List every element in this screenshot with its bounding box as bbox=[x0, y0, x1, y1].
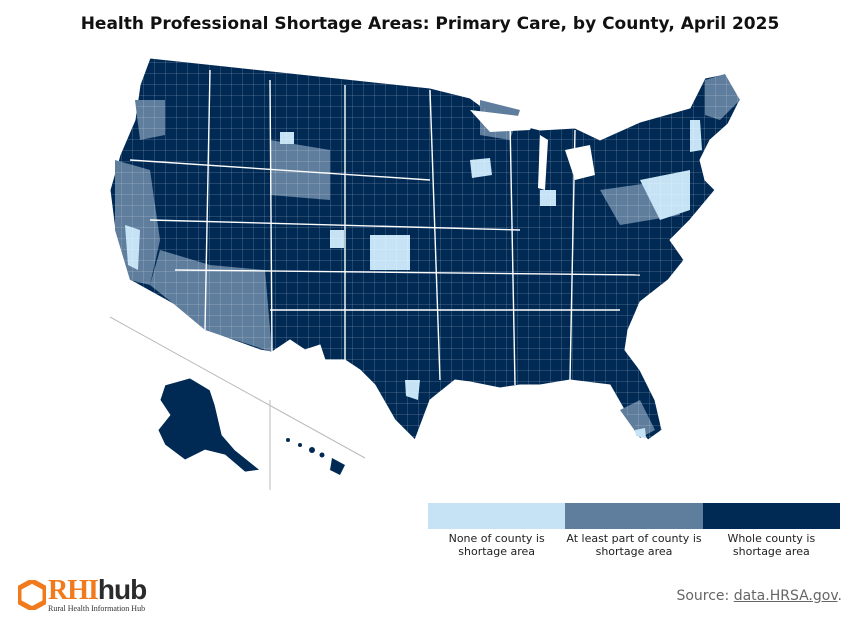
map-title: Health Professional Shortage Areas: Prim… bbox=[80, 14, 780, 34]
rhihub-hexagon-icon bbox=[18, 580, 46, 610]
source-link[interactable]: data.HRSA.gov bbox=[733, 588, 838, 604]
inset-divider-diagonal bbox=[109, 316, 366, 459]
logo-wordmark: RHIhub bbox=[48, 574, 147, 606]
legend-labels: None of county is shortage area At least… bbox=[428, 532, 840, 558]
hawaii-inset bbox=[286, 438, 345, 475]
legend-label-partial: At least part of county is shortage area bbox=[566, 532, 702, 558]
legend-label-none: None of county is shortage area bbox=[448, 532, 545, 558]
legend-swatch-none bbox=[428, 503, 566, 529]
legend-swatch-whole bbox=[702, 503, 840, 529]
us-county-map bbox=[109, 57, 741, 490]
source-note: Source: data.HRSA.gov. bbox=[676, 588, 842, 604]
rhihub-logo[interactable]: RHIhub Rural Health Information Hub bbox=[18, 574, 218, 616]
legend: None of county is shortage area At least… bbox=[428, 503, 840, 558]
legend-swatch-partial bbox=[565, 503, 703, 529]
legend-color-bar bbox=[428, 503, 840, 529]
alaska-inset bbox=[157, 377, 261, 473]
legend-label-whole: Whole county is shortage area bbox=[727, 532, 816, 558]
great-lakes bbox=[470, 110, 595, 190]
logo-subtitle: Rural Health Information Hub bbox=[48, 604, 146, 613]
